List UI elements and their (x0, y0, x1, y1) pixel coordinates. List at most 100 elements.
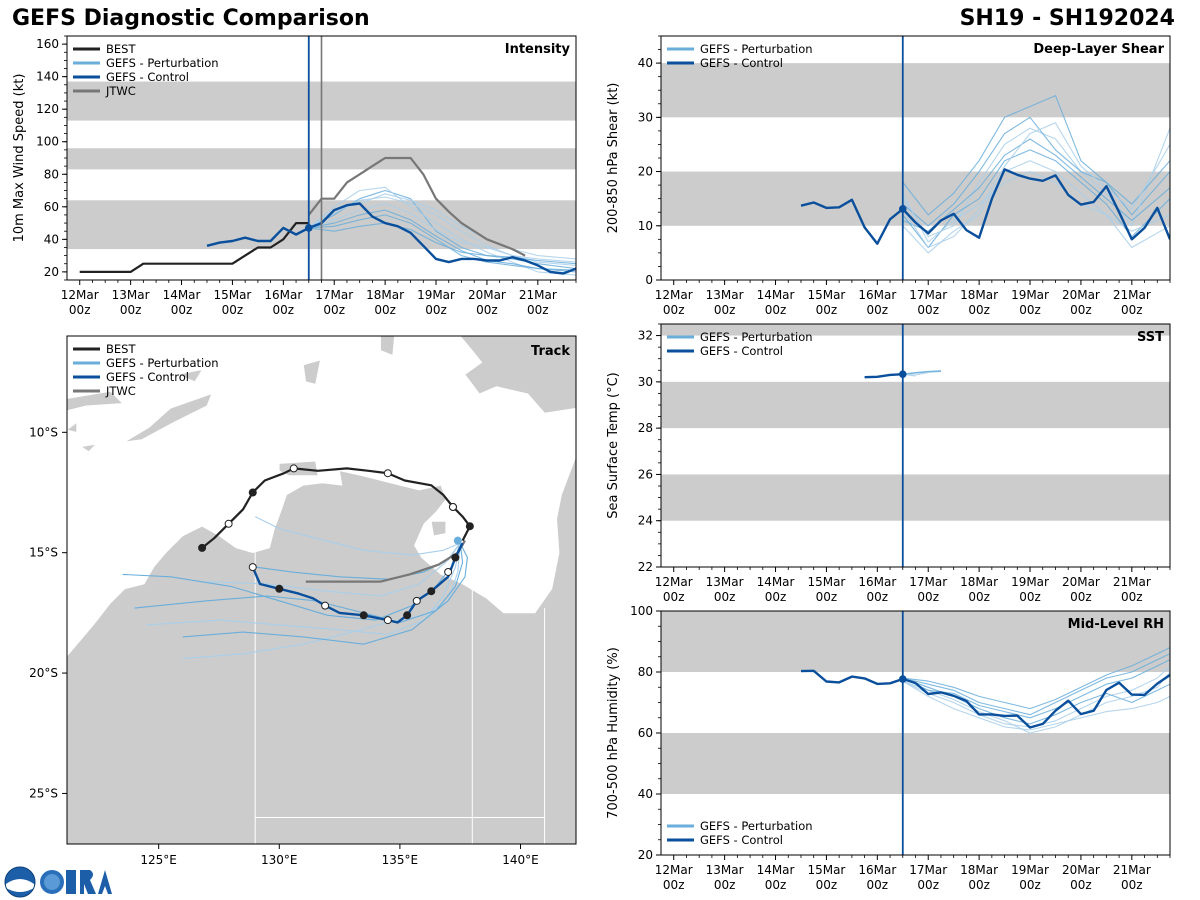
shear-perturbation-line (902, 160, 1170, 254)
shear-ytick-label: 10 (638, 219, 653, 233)
rh-threshold-band (661, 733, 1170, 794)
shear-xtick-label: 12Mar (655, 288, 693, 302)
panel-intensity: 2040608010012014016012Mar00z13Mar00z14Ma… (12, 35, 577, 317)
track-ytick-label: 15°S (29, 546, 58, 560)
wetar-island (176, 369, 203, 383)
groote-eylandt (430, 521, 446, 537)
sst-xtick-label: 20Mar (1062, 575, 1100, 589)
sst-legend-label: GEFS - Control (700, 344, 783, 358)
track-best-marker (248, 488, 257, 497)
track-best-marker (465, 522, 474, 531)
shear-ylabel: 200-850 hPa Shear (kt) (606, 83, 621, 234)
rh-ytick-label: 20 (638, 848, 653, 862)
rh-control-line (800, 669, 1170, 729)
rh-xtick-label: 00z (663, 878, 685, 892)
track-control-marker (427, 587, 436, 596)
rh-xtick-label: 00z (917, 878, 939, 892)
shear-perturbation-line (902, 171, 1170, 243)
shear-xtick-label: 00z (765, 303, 787, 317)
track-best-open-marker (383, 469, 392, 478)
rh-xtick-label: 20Mar (1062, 863, 1100, 877)
rh-perturbation-line (902, 671, 1170, 734)
shear-legend-label: GEFS - Perturbation (700, 42, 813, 56)
track-xtick-label: 135°E (382, 853, 419, 867)
track-control-open-marker (248, 563, 257, 572)
rh-xtick-label: 00z (867, 878, 889, 892)
shear-xtick-label: 16Mar (858, 288, 896, 302)
track-perturbation-line (254, 516, 461, 556)
rh-xtick-label: 16Mar (858, 863, 896, 877)
shear-ytick-label: 40 (638, 56, 653, 70)
sst-ytick-label: 24 (638, 514, 653, 528)
shear-threshold-band (661, 63, 1170, 118)
new-guinea (308, 336, 576, 414)
shear-xtick-label: 15Mar (807, 288, 845, 302)
intensity-xtick-label: 00z (527, 303, 549, 317)
rh-ylabel: 700-500 hPa Humidity (%) (606, 647, 621, 819)
sst-perturbation-line (902, 370, 942, 375)
sst-xtick-label: 21Mar (1113, 575, 1151, 589)
intensity-xtick-label: 15Mar (213, 288, 251, 302)
shear-panel-title: Deep-Layer Shear (1033, 42, 1164, 57)
track-control-marker (275, 584, 284, 593)
intensity-ytick-label: 160 (36, 37, 59, 51)
rh-panel-title: Mid-Level RH (1068, 617, 1164, 632)
sst-ytick-label: 32 (638, 329, 653, 343)
shear-xtick-label: 00z (1070, 303, 1092, 317)
shear-plot-area (661, 63, 1170, 254)
intensity-perturbation-line (308, 214, 576, 271)
track-ytick-label: 10°S (29, 425, 58, 439)
intensity-ytick-label: 20 (44, 265, 59, 279)
shear-xtick-label: 00z (663, 303, 685, 317)
shear-ytick-label: 30 (638, 110, 653, 124)
sst-xtick-label: 18Mar (960, 575, 998, 589)
shear-xtick-label: 17Mar (909, 288, 947, 302)
sst-plot-area (661, 324, 1170, 521)
track-perturbation-line (206, 542, 461, 597)
shear-ytick-label: 0 (645, 273, 653, 287)
tanimbar-islands (303, 359, 321, 385)
sst-ytick-label: 30 (638, 375, 653, 389)
sst-xtick-label: 12Mar (655, 575, 693, 589)
rh-ytick-label: 60 (638, 726, 653, 740)
rh-ytick-label: 80 (638, 665, 653, 679)
intensity-ytick-label: 100 (36, 135, 59, 149)
sst-init-marker (898, 370, 907, 379)
rh-xtick-label: 15Mar (807, 863, 845, 877)
intensity-perturbation-line (308, 209, 576, 273)
track-xtick-label: 140°E (502, 853, 539, 867)
track-map-area (67, 336, 576, 844)
rh-xtick-label: 14Mar (757, 863, 795, 877)
rh-perturbation-line (902, 647, 1170, 710)
rh-xtick-label: 12Mar (655, 863, 693, 877)
intensity-control-line (206, 202, 576, 275)
track-control-open-marker (412, 596, 421, 605)
shear-xtick-label: 13Mar (706, 288, 744, 302)
sst-xtick-label: 00z (663, 590, 685, 604)
intensity-xtick-label: 16Mar (264, 288, 302, 302)
sst-xtick-label: 00z (714, 590, 736, 604)
sst-xtick-label: 15Mar (807, 575, 845, 589)
shear-init-marker (898, 205, 907, 213)
sst-xtick-label: 00z (1070, 590, 1092, 604)
sst-xtick-label: 00z (816, 590, 838, 604)
sst-panel-title: SST (1137, 330, 1164, 345)
rh-threshold-band (661, 611, 1170, 672)
rh-perturbation-line (902, 653, 1170, 716)
sst-ytick-label: 26 (638, 467, 653, 481)
sst-threshold-band (661, 381, 1170, 429)
rh-xtick-label: 13Mar (706, 863, 744, 877)
sst-xtick-label: 00z (867, 590, 889, 604)
sst-xtick-label: 16Mar (858, 575, 896, 589)
track-best-marker (198, 543, 207, 552)
rh-xtick-label: 00z (1121, 878, 1143, 892)
shear-xtick-label: 00z (714, 303, 736, 317)
rh-plot-area (661, 611, 1170, 794)
sst-threshold-band (661, 474, 1170, 521)
shear-xtick-label: 20Mar (1062, 288, 1100, 302)
intensity-xtick-label: 00z (273, 303, 295, 317)
shear-legend-label: GEFS - Control (700, 56, 783, 70)
